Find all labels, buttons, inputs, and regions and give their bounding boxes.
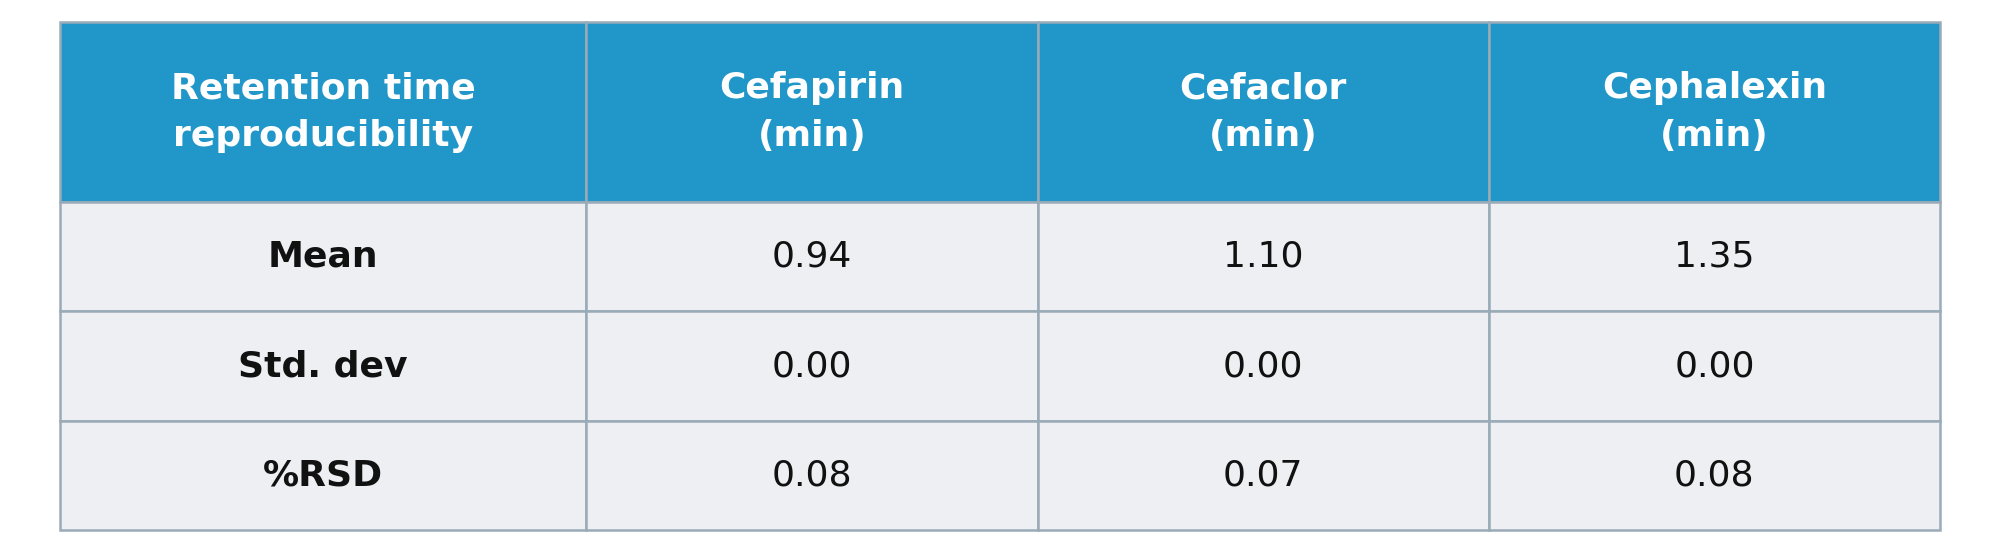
Bar bbox=[586, 311, 1038, 421]
Text: Std. dev: Std. dev bbox=[238, 349, 408, 383]
Text: 0.00: 0.00 bbox=[1674, 349, 1754, 383]
Bar bbox=[60, 421, 586, 530]
Bar bbox=[1488, 22, 1940, 202]
Text: Cefaclor
(min): Cefaclor (min) bbox=[1180, 71, 1346, 153]
Text: 1.35: 1.35 bbox=[1674, 240, 1754, 274]
Text: 0.00: 0.00 bbox=[772, 349, 852, 383]
Text: Cephalexin
(min): Cephalexin (min) bbox=[1602, 71, 1826, 153]
Bar bbox=[586, 202, 1038, 311]
Bar bbox=[60, 202, 586, 311]
Bar bbox=[1038, 202, 1488, 311]
Bar bbox=[586, 22, 1038, 202]
Text: 0.08: 0.08 bbox=[1674, 458, 1754, 492]
Text: 0.94: 0.94 bbox=[772, 240, 852, 274]
Bar bbox=[1038, 311, 1488, 421]
Bar bbox=[1038, 22, 1488, 202]
Text: 0.07: 0.07 bbox=[1222, 458, 1304, 492]
Bar bbox=[1038, 421, 1488, 530]
Text: Cefapirin
(min): Cefapirin (min) bbox=[720, 71, 904, 153]
Bar bbox=[60, 311, 586, 421]
Text: Mean: Mean bbox=[268, 240, 378, 274]
Text: Retention time
reproducibility: Retention time reproducibility bbox=[170, 71, 476, 153]
Bar bbox=[586, 421, 1038, 530]
Text: 0.08: 0.08 bbox=[772, 458, 852, 492]
Bar bbox=[1488, 421, 1940, 530]
Text: 0.00: 0.00 bbox=[1222, 349, 1304, 383]
Bar bbox=[1488, 311, 1940, 421]
Text: %RSD: %RSD bbox=[264, 458, 384, 492]
Bar bbox=[1488, 202, 1940, 311]
Text: 1.10: 1.10 bbox=[1222, 240, 1304, 274]
Bar bbox=[60, 22, 586, 202]
